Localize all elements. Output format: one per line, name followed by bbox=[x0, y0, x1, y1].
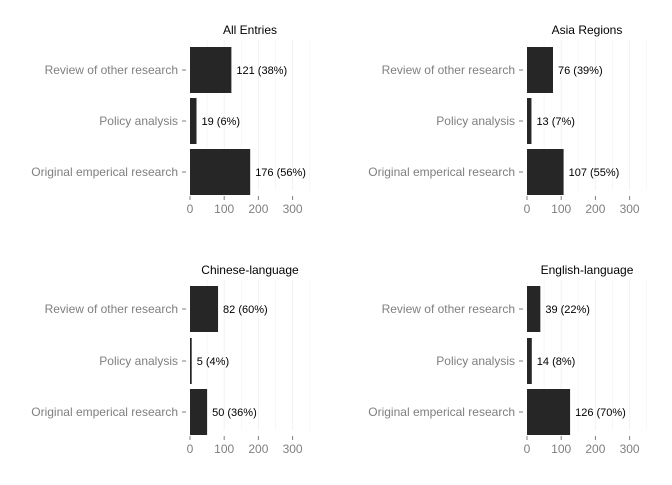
x-tick-label: 200 bbox=[248, 202, 268, 216]
category-label: Original emperical research bbox=[31, 405, 178, 419]
bar bbox=[190, 389, 208, 435]
bar bbox=[190, 98, 197, 144]
category-label: Policy analysis bbox=[436, 354, 515, 368]
x-tick-label: 0 bbox=[187, 442, 194, 456]
data-label: 126 (70%) bbox=[575, 407, 626, 419]
bar bbox=[527, 286, 541, 332]
x-tick-label: 200 bbox=[585, 442, 605, 456]
panel-title: English-language bbox=[541, 263, 634, 277]
data-label: 19 (6%) bbox=[201, 116, 240, 128]
x-tick-label: 100 bbox=[551, 202, 571, 216]
category-label: Review of other research bbox=[382, 63, 515, 77]
x-tick-label: 300 bbox=[620, 442, 640, 456]
x-tick-label: 100 bbox=[214, 202, 234, 216]
x-tick-label: 0 bbox=[187, 202, 194, 216]
category-label: Review of other research bbox=[45, 63, 178, 77]
category-label: Review of other research bbox=[382, 302, 515, 316]
bar bbox=[190, 286, 219, 332]
bar bbox=[190, 338, 192, 384]
bar bbox=[190, 47, 232, 93]
x-tick-label: 300 bbox=[283, 442, 303, 456]
x-tick-label: 200 bbox=[585, 202, 605, 216]
category-label: Original emperical research bbox=[31, 165, 178, 179]
data-label: 5 (4%) bbox=[197, 356, 229, 368]
category-label: Policy analysis bbox=[99, 354, 178, 368]
panel-title: All Entries bbox=[223, 23, 277, 37]
panel-title: Chinese-language bbox=[201, 263, 299, 277]
x-tick-label: 300 bbox=[620, 202, 640, 216]
bar bbox=[527, 338, 532, 384]
category-label: Original emperical research bbox=[368, 405, 515, 419]
category-label: Review of other research bbox=[45, 302, 178, 316]
x-tick-label: 300 bbox=[283, 202, 303, 216]
x-tick-label: 100 bbox=[214, 442, 234, 456]
x-tick-label: 0 bbox=[524, 202, 531, 216]
category-label: Policy analysis bbox=[436, 114, 515, 128]
data-label: 39 (22%) bbox=[545, 304, 590, 316]
data-label: 121 (38%) bbox=[236, 65, 287, 77]
bar bbox=[527, 47, 553, 93]
data-label: 82 (60%) bbox=[223, 304, 268, 316]
data-label: 76 (39%) bbox=[558, 65, 603, 77]
x-tick-label: 0 bbox=[524, 442, 531, 456]
data-label: 176 (56%) bbox=[255, 167, 306, 179]
data-label: 13 (7%) bbox=[536, 116, 575, 128]
bar bbox=[527, 389, 571, 435]
category-label: Policy analysis bbox=[99, 114, 178, 128]
data-label: 107 (55%) bbox=[569, 167, 620, 179]
data-label: 14 (8%) bbox=[537, 356, 576, 368]
x-tick-label: 200 bbox=[248, 442, 268, 456]
bar bbox=[527, 149, 564, 195]
x-tick-label: 100 bbox=[551, 442, 571, 456]
data-label: 50 (36%) bbox=[212, 407, 257, 419]
bar bbox=[527, 98, 532, 144]
category-label: Original emperical research bbox=[368, 165, 515, 179]
panel-title: Asia Regions bbox=[552, 23, 623, 37]
bar bbox=[190, 149, 251, 195]
